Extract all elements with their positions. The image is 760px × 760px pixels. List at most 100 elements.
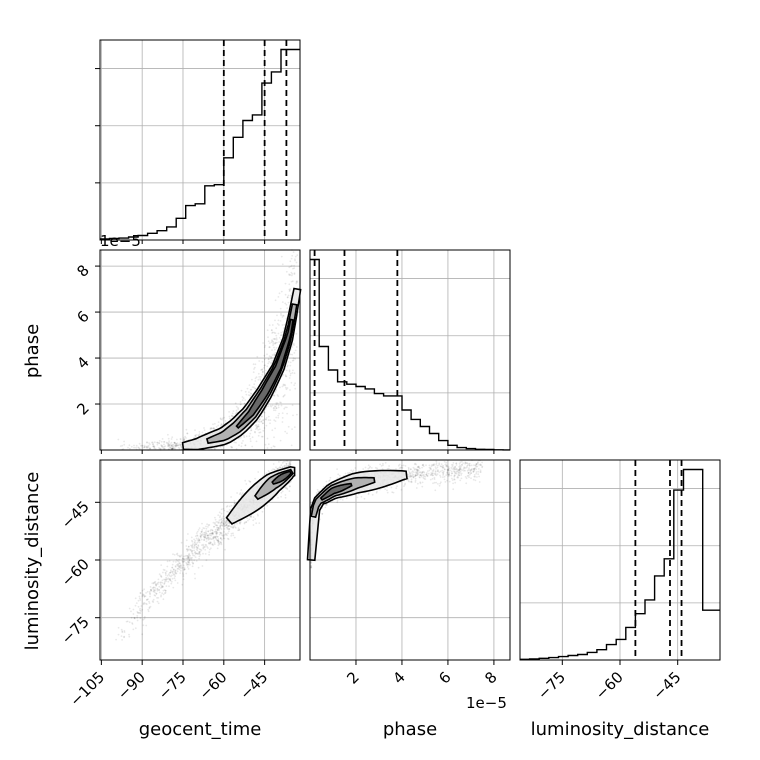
scatter-point [439,474,441,477]
scatter-point [203,537,206,539]
scatter-point [480,464,482,466]
scatter-point [289,463,292,466]
scatter-point [139,607,142,610]
scatter-point [249,432,252,435]
scatter-point [219,525,222,527]
scatter-point [289,389,291,391]
scatter-point [202,552,204,555]
scatter-point [197,553,200,555]
scatter-point [185,572,188,575]
scatter-point [219,417,222,420]
scatter-point [282,330,284,333]
scatter-point [263,354,266,357]
scatter-point [227,525,230,527]
scatter-point [461,464,463,466]
scatter-point [261,415,263,418]
scatter-point [179,441,182,444]
scatter-point [154,589,156,591]
y-tick-label-luminosity_distance: −60 [58,555,93,590]
scatter-point [398,467,401,470]
scatter-point [433,463,435,466]
scatter-point [287,464,289,467]
scatter-point [417,466,420,468]
scatter-point [375,491,378,494]
scatter-point [177,565,179,567]
scatter-point [289,361,292,364]
scatter-point [417,465,419,468]
scatter-point [164,591,167,594]
scatter-point [209,532,212,535]
scatter-point [227,538,230,541]
scatter-point [325,504,327,506]
scatter-point [204,553,207,555]
scatter-point [182,575,185,578]
scatter-point [177,560,180,563]
scatter-point [419,476,421,479]
scatter-point [424,478,427,480]
scatter-point [154,580,157,583]
scatter-point [149,447,152,450]
scatter-point [222,536,225,538]
scatter-point [123,636,125,639]
scatter-point [228,505,231,508]
scatter-point [219,537,222,539]
scatter-point [216,536,219,538]
scatter-point [151,587,154,589]
scatter-point [417,473,419,475]
scatter-point [195,543,197,546]
scatter-point [266,329,269,332]
scatter-point [242,397,245,399]
scatter-point [447,467,450,469]
scatter-point [441,465,444,468]
scatter-point [195,552,197,555]
scatter-point [382,462,384,465]
scatter-point [289,463,291,465]
scatter-point [123,440,125,443]
scatter-point [178,565,181,568]
scatter-point [146,445,148,448]
scatter-point [222,507,225,510]
y-tick-label-luminosity_distance: −75 [58,613,93,648]
scatter-point [200,534,203,536]
scatter-point [443,468,446,471]
scatter-point [152,443,154,446]
scatter-point [391,491,394,494]
scatter-point [181,557,184,560]
scatter-point [263,358,266,361]
scatter-point [249,515,252,518]
scatter-point [452,464,454,466]
scatter-point [260,435,263,438]
scatter-point [214,528,217,531]
scatter-point [222,537,225,540]
scatter-point [472,470,475,473]
scatter-point [255,376,258,379]
scatter-point [145,446,148,449]
scatter-point [208,524,211,526]
scatter-point [223,531,225,533]
histogram-geocent_time [100,48,300,240]
scatter-point [272,341,275,343]
scatter-point [452,482,454,485]
scatter-point [181,560,184,562]
scatter-point [408,476,411,478]
scatter-point [164,571,167,574]
scatter-point [279,466,282,469]
scatter-point [397,464,400,467]
scatter-point [296,254,299,257]
scatter-point [224,521,227,524]
scatter-point [221,520,224,523]
scatter-point [185,539,188,542]
scatter-point [220,528,223,530]
scatter-point [152,581,155,584]
scatter-point [204,536,207,539]
scatter-point [167,577,170,580]
scatter-point [257,425,259,428]
scatter-point [473,468,475,470]
scatter-point [155,592,158,595]
scatter-point [165,441,168,444]
scatter-point [177,563,180,565]
scatter-point [146,446,148,448]
scatter-point [205,559,208,562]
scatter-point [432,474,434,477]
scatter-point [178,562,181,565]
